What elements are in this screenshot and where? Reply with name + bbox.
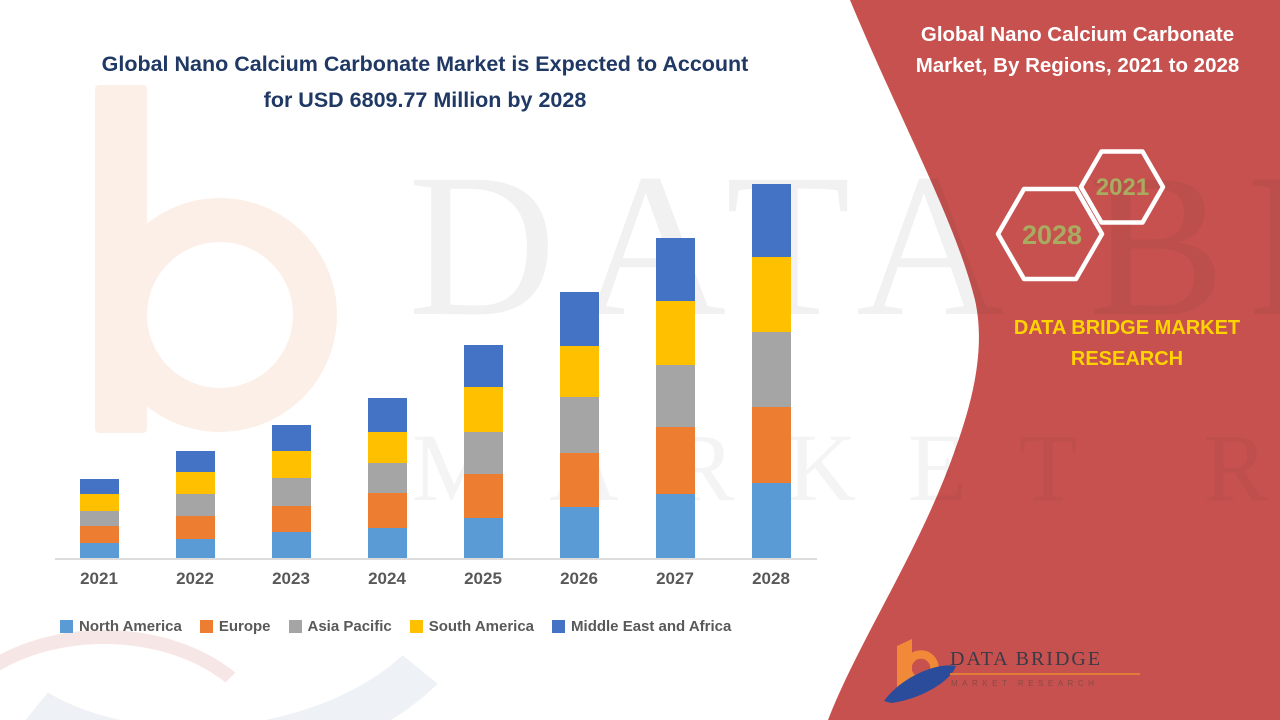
chart-title-line2: for USD 6809.77 Million by 2028 [263, 88, 587, 112]
hexagon-badge-2028 [995, 186, 1105, 282]
bar-segment-2021 [79, 525, 119, 543]
chart-legend: North America Europe Asia Pacific South Ame… [60, 618, 731, 635]
legend-item: South America [409, 618, 535, 635]
footer-logo-brand: DATA BRIDGE [950, 648, 1103, 670]
x-axis-line [55, 558, 817, 560]
bar-segment-2026 [559, 397, 599, 453]
legend-item: North America [60, 618, 182, 635]
panel-title: Global Nano Calcium Carbonate Market, By… [915, 23, 1240, 77]
bar-segment-2023 [271, 478, 311, 506]
bar-segment-2026 [559, 507, 599, 559]
bar-segment-2027 [655, 427, 695, 494]
bar-segment-2026 [559, 453, 599, 507]
bar-segment-2027 [655, 365, 695, 428]
bar-segment-2026 [559, 292, 599, 347]
badge-year-2021: 2021 [1095, 174, 1150, 201]
bar-segment-2022 [175, 538, 215, 559]
bar-segment-2023 [271, 425, 311, 452]
legend-label: Europe [218, 618, 271, 635]
bar-segment-2022 [175, 494, 215, 516]
hexagon-badge-2021 [1078, 149, 1166, 225]
bar-2028 [751, 183, 791, 559]
bar-segment-2026 [559, 346, 599, 398]
bar-segment-2028 [751, 256, 791, 333]
legend-item: Europe [199, 618, 271, 635]
bar-2023 [271, 425, 311, 559]
bar-2024 [367, 398, 407, 559]
legend-swatch-icon [288, 620, 302, 633]
bar-segment-2025 [463, 473, 503, 518]
bar-segment-2023 [271, 505, 311, 533]
bar-segment-2028 [751, 407, 791, 483]
bar-segment-2027 [655, 494, 695, 559]
legend-item: Middle East and Africa [552, 618, 731, 635]
bar-2022 [175, 451, 215, 559]
legend-label: South America [428, 618, 535, 635]
bar-segment-2021 [79, 511, 119, 526]
bar-segment-2028 [751, 482, 791, 559]
bar-segment-2025 [463, 387, 503, 432]
footer-logo-tagline: MARKET RESEARCH [951, 679, 1099, 688]
bar-segment-2023 [271, 451, 311, 479]
bar-2027 [655, 238, 695, 559]
bar-segment-2024 [367, 462, 407, 494]
bar-segment-2024 [367, 398, 407, 433]
badge-year-2028: 2028 [1021, 220, 1083, 250]
legend-label: North America [79, 618, 182, 635]
bar-segment-2022 [175, 515, 215, 539]
bar-segment-2027 [655, 238, 695, 302]
legend-label: Asia Pacific [307, 618, 392, 635]
legend-item: Asia Pacific [288, 618, 392, 635]
bar-segment-2021 [79, 543, 119, 559]
legend-swatch-icon [409, 620, 423, 633]
data-bridge-logo-icon [884, 639, 956, 703]
legend-swatch-icon [60, 620, 73, 633]
bar-segment-2028 [751, 183, 791, 257]
bar-segment-2022 [175, 471, 215, 495]
red-side-panel [828, 0, 1280, 720]
bar-segment-2021 [79, 478, 119, 495]
chart-title-line1: Global Nano Calcium Carbonate Market is … [101, 52, 749, 76]
bar-segment-2021 [79, 494, 119, 512]
legend-swatch-icon [552, 620, 566, 633]
brand-name-text: DATA BRIDGE MARKET RESEARCH [1013, 317, 1241, 370]
footer-logo-underline [950, 673, 1140, 675]
legend-label: Middle East and Africa [571, 618, 732, 635]
bar-segment-2023 [271, 532, 311, 559]
bar-segment-2025 [463, 517, 503, 559]
bar-segment-2024 [367, 493, 407, 528]
bar-segment-2028 [751, 332, 791, 408]
bar-2026 [559, 292, 599, 559]
legend-swatch-icon [199, 620, 213, 633]
bar-2025 [463, 345, 503, 559]
bar-segment-2022 [175, 451, 215, 472]
bar-segment-2027 [655, 301, 695, 366]
chart-title: Global Nano Calcium Carbonate Market is … [45, 46, 805, 118]
bar-segment-2025 [463, 431, 503, 474]
stacked-bar-chart [57, 183, 815, 559]
bar-segment-2025 [463, 345, 503, 388]
bar-2021 [79, 478, 119, 559]
bar-segment-2024 [367, 527, 407, 559]
bar-segment-2024 [367, 432, 407, 463]
